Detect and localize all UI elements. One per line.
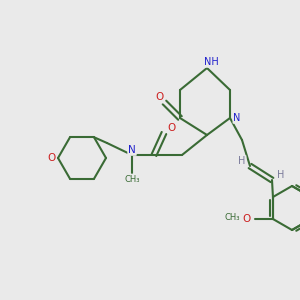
Text: O: O bbox=[155, 92, 164, 102]
Text: H: H bbox=[277, 170, 285, 180]
Text: H: H bbox=[238, 156, 246, 166]
Text: N: N bbox=[233, 113, 241, 123]
Text: O: O bbox=[243, 214, 251, 224]
Text: O: O bbox=[47, 153, 55, 163]
Text: N: N bbox=[128, 145, 136, 155]
Text: O: O bbox=[168, 123, 176, 133]
Text: CH₃: CH₃ bbox=[124, 175, 140, 184]
Text: NH: NH bbox=[204, 57, 218, 67]
Text: CH₃: CH₃ bbox=[224, 214, 240, 223]
